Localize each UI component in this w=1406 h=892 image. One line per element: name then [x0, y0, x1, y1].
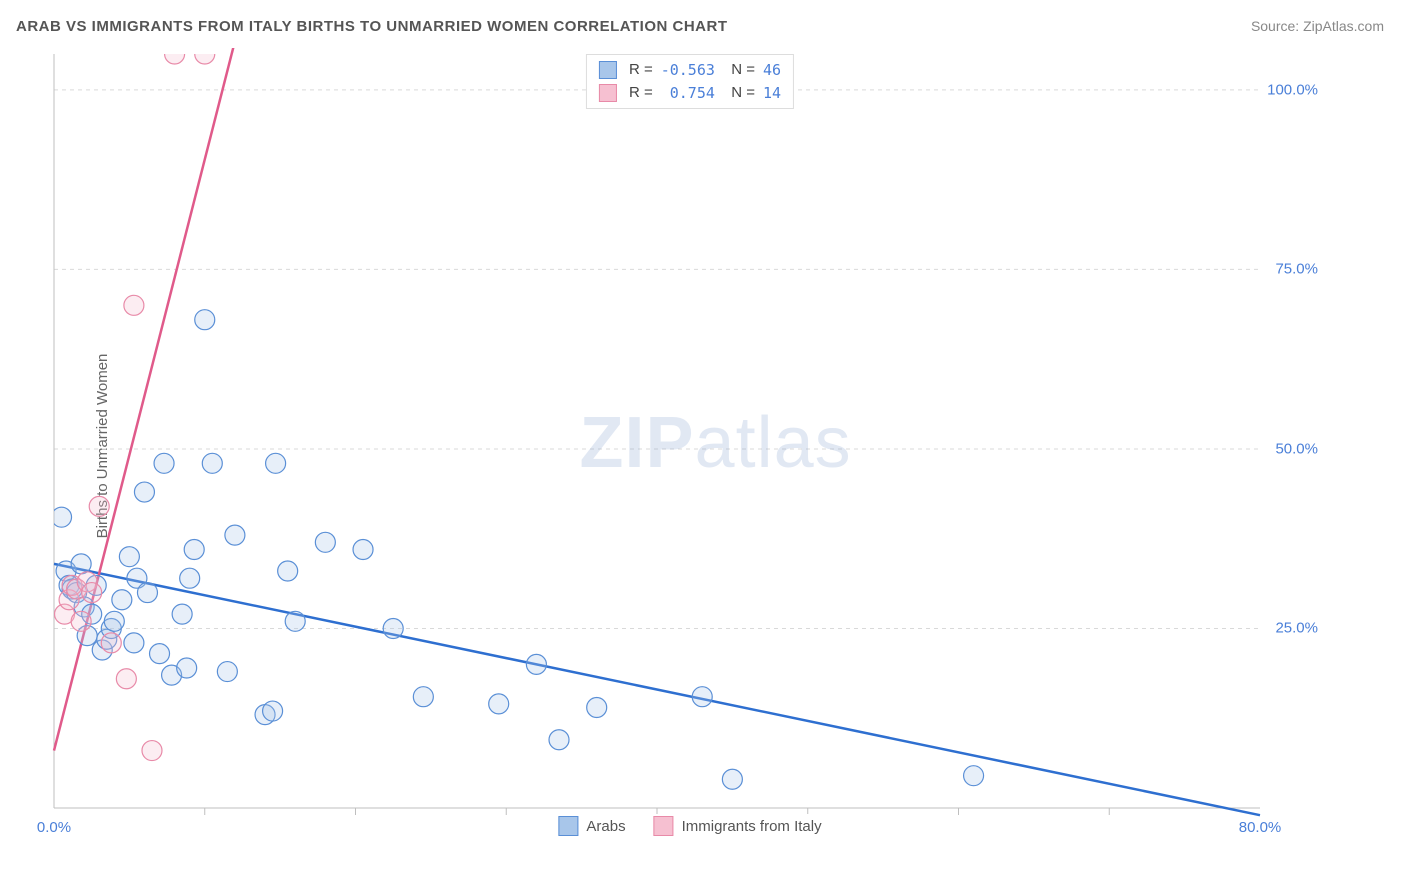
correlation-stats-box: R = -0.563 N = 46 R = 0.754 N = 14 — [586, 54, 794, 109]
chart-title: ARAB VS IMMIGRANTS FROM ITALY BIRTHS TO … — [16, 18, 728, 35]
legend-swatch — [558, 816, 578, 836]
chart-area: ZIPatlas R =-0.563 N =46R = 0.754 N =14 … — [50, 48, 1330, 838]
scatter-plot-svg — [50, 48, 1330, 838]
x-tick-label: 0.0% — [37, 819, 71, 836]
n-value: 14 — [763, 82, 781, 105]
legend-swatch — [599, 84, 617, 102]
y-tick-label: 25.0% — [1275, 620, 1318, 637]
x-tick-label: 80.0% — [1239, 819, 1282, 836]
n-label: N = — [723, 82, 755, 105]
y-tick-label: 50.0% — [1275, 440, 1318, 457]
stats-row: R = -0.563 N = 46 — [599, 59, 781, 82]
y-tick-label: 75.0% — [1275, 261, 1318, 278]
legend-swatch — [599, 61, 617, 79]
legend-label: Arabs — [586, 818, 625, 835]
n-value: 46 — [763, 59, 781, 82]
bottom-legend: Arabs Immigrants from Italy — [550, 814, 829, 838]
r-label: R = — [629, 59, 653, 82]
stats-row: R = 0.754 N = 14 — [599, 82, 781, 105]
source-attribution: Source: ZipAtlas.com — [1251, 18, 1384, 34]
legend-swatch — [654, 816, 674, 836]
r-value: 0.754 — [661, 82, 715, 105]
legend-item: Arabs — [558, 816, 625, 836]
legend-item: Immigrants from Italy — [654, 816, 822, 836]
r-value: -0.563 — [661, 59, 715, 82]
n-label: N = — [723, 59, 755, 82]
y-tick-label: 100.0% — [1267, 81, 1318, 98]
legend-label: Immigrants from Italy — [682, 818, 822, 835]
r-label: R = — [629, 82, 653, 105]
